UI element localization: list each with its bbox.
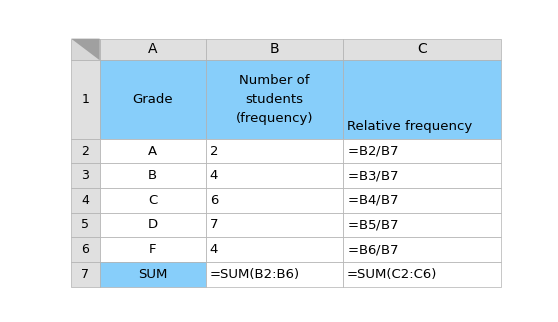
Text: =B2/$B$7: =B2/$B$7	[347, 144, 398, 158]
Text: B: B	[148, 169, 157, 182]
Bar	[71, 39, 100, 60]
Text: Grade: Grade	[132, 93, 173, 106]
Text: 4: 4	[81, 194, 89, 207]
Bar	[71, 188, 100, 213]
Text: 4: 4	[210, 243, 218, 256]
Text: =B3/$B$7: =B3/$B$7	[347, 169, 398, 183]
Text: C: C	[148, 194, 157, 207]
Text: 3: 3	[81, 169, 89, 182]
Bar	[343, 39, 501, 60]
Polygon shape	[71, 39, 100, 60]
Bar	[100, 139, 206, 163]
Text: F: F	[149, 243, 156, 256]
Text: 4: 4	[210, 169, 218, 182]
Bar	[100, 188, 206, 213]
Bar	[100, 237, 206, 262]
Bar	[206, 39, 343, 60]
Bar	[206, 188, 343, 213]
Text: Number of
students
(frequency): Number of students (frequency)	[235, 74, 313, 125]
Text: =B6/$B$7: =B6/$B$7	[347, 242, 398, 257]
Bar	[343, 60, 501, 139]
Text: =SUM(C2:C6): =SUM(C2:C6)	[347, 268, 437, 281]
Bar	[71, 163, 100, 188]
Bar	[100, 39, 206, 60]
Bar	[343, 139, 501, 163]
Text: 6: 6	[81, 243, 89, 256]
Text: 7: 7	[210, 219, 218, 232]
Text: C: C	[417, 43, 427, 56]
Bar	[71, 139, 100, 163]
Text: =SUM(B2:B6): =SUM(B2:B6)	[210, 268, 300, 281]
Bar	[100, 262, 206, 287]
Bar	[206, 139, 343, 163]
Bar	[343, 163, 501, 188]
Text: A: A	[148, 43, 157, 56]
Bar	[71, 262, 100, 287]
Text: B: B	[270, 43, 279, 56]
Bar	[206, 163, 343, 188]
Text: 6: 6	[210, 194, 218, 207]
Bar	[206, 237, 343, 262]
Text: Relative frequency: Relative frequency	[347, 119, 472, 133]
Bar	[100, 60, 206, 139]
Bar	[206, 262, 343, 287]
Bar	[71, 237, 100, 262]
Bar	[343, 213, 501, 237]
Text: 7: 7	[81, 268, 89, 281]
Bar	[343, 262, 501, 287]
Bar	[71, 213, 100, 237]
Text: 2: 2	[210, 145, 218, 157]
Text: SUM: SUM	[138, 268, 167, 281]
Text: =B5/$B$7: =B5/$B$7	[347, 218, 398, 232]
Text: 5: 5	[81, 219, 89, 232]
Bar	[343, 188, 501, 213]
Bar	[343, 237, 501, 262]
Bar	[206, 60, 343, 139]
Bar	[100, 163, 206, 188]
Text: D: D	[148, 219, 158, 232]
Bar	[100, 213, 206, 237]
Text: 2: 2	[81, 145, 89, 157]
Text: 1: 1	[81, 93, 89, 106]
Bar	[206, 213, 343, 237]
Text: A: A	[148, 145, 157, 157]
Text: =B4/$B$7: =B4/$B$7	[347, 193, 398, 207]
Bar	[71, 60, 100, 139]
